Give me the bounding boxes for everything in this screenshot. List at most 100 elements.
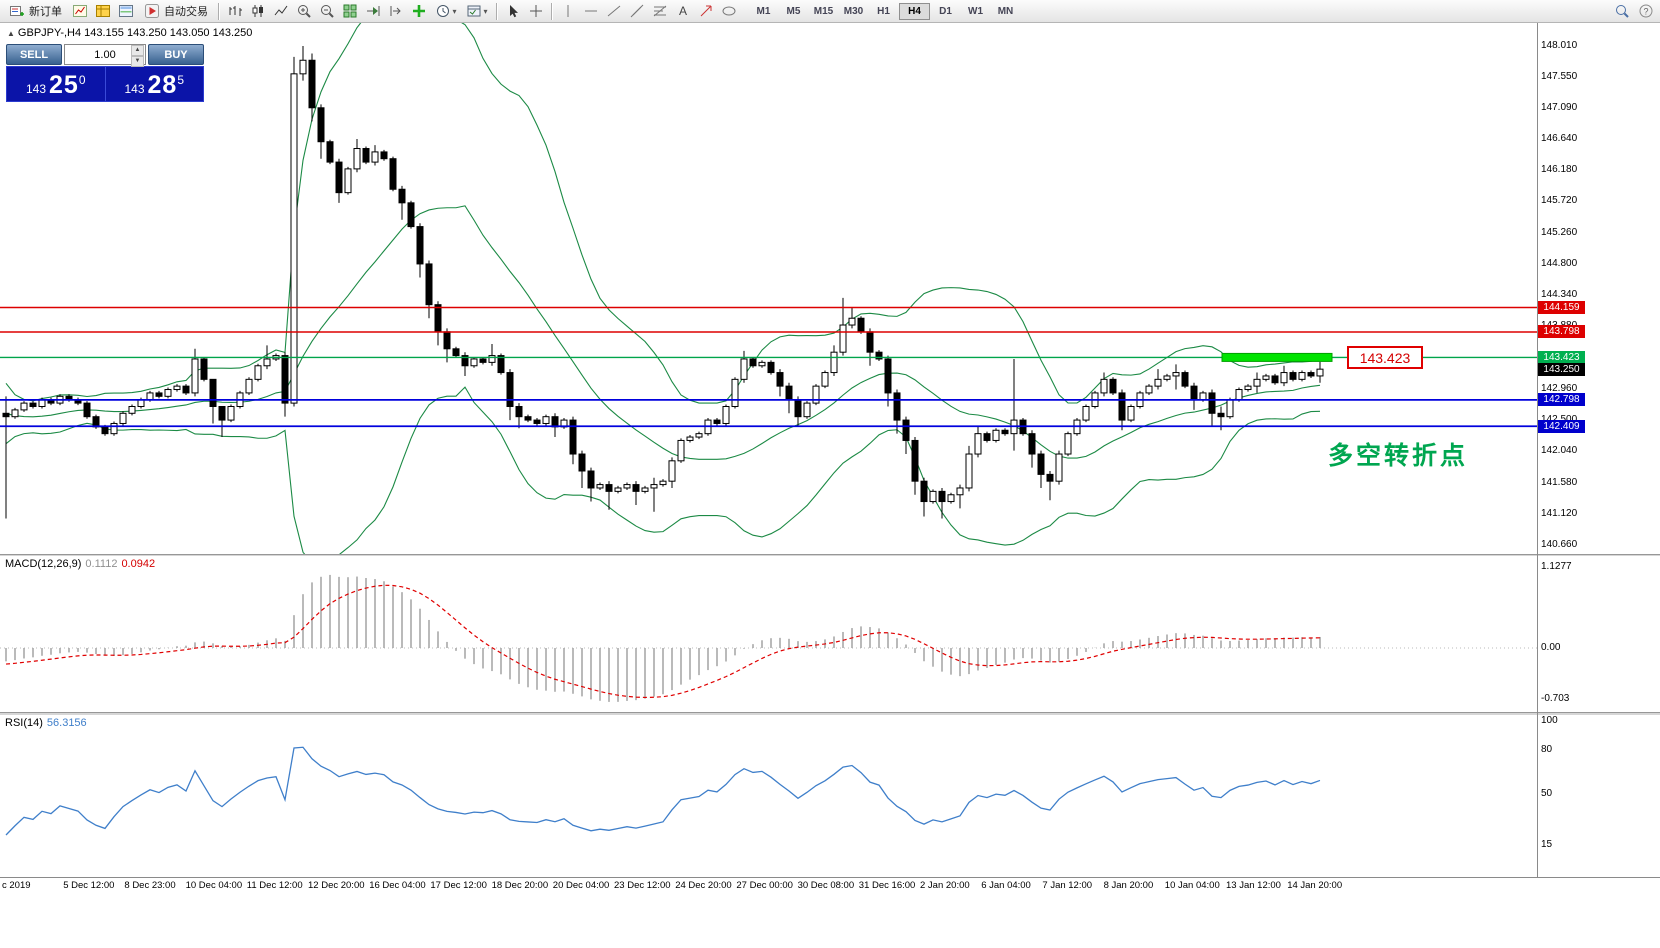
candle-body	[245, 378, 253, 394]
help-button[interactable]: ?	[1635, 1, 1657, 21]
periods-button[interactable]: ▾	[431, 1, 461, 21]
candle-body	[1262, 375, 1270, 380]
candle-body	[992, 429, 1000, 441]
sell-button[interactable]: SELL	[6, 44, 62, 65]
candle-body	[758, 361, 766, 367]
timeframe-m5[interactable]: M5	[786, 5, 801, 17]
candle-body	[506, 372, 514, 408]
auto-scroll-button[interactable]	[362, 1, 384, 21]
shapes-tool[interactable]	[718, 1, 740, 21]
arrows-tool[interactable]	[695, 1, 717, 21]
templates-button[interactable]: ▾	[462, 1, 492, 21]
panel-separator[interactable]	[0, 712, 1660, 715]
chart-window-button[interactable]	[69, 1, 91, 21]
rsi-axis-label: 50	[1541, 787, 1553, 799]
sell-price[interactable]: 143 25 0	[7, 67, 106, 101]
panel-separator[interactable]	[0, 554, 1660, 556]
candle-body	[308, 59, 316, 109]
volume-down-button[interactable]: ▼	[131, 56, 144, 67]
candle-body	[785, 385, 793, 401]
cursor-icon	[510, 5, 518, 18]
price-axis-label: 145.720	[1541, 195, 1578, 207]
candle-body	[443, 331, 451, 350]
price-annotation-box[interactable]: 143.423	[1347, 346, 1423, 370]
text-tool[interactable]: A	[672, 1, 694, 21]
volume-value: 1.00	[94, 48, 116, 61]
horizontal-line-tool[interactable]	[580, 1, 602, 21]
turning-point-label: 多空转折点	[1328, 442, 1469, 470]
terminal-button[interactable]	[115, 1, 137, 21]
candle-body	[578, 453, 586, 472]
candle-body	[173, 385, 181, 391]
channel-tool[interactable]	[626, 1, 648, 21]
candle-body	[317, 107, 325, 143]
candle-body	[497, 355, 505, 374]
candlestick-chart-button[interactable]	[247, 1, 269, 21]
candle-body	[2, 412, 10, 418]
rsi-axis-label: 100	[1541, 715, 1558, 726]
vertical-line-tool[interactable]	[557, 1, 579, 21]
date-axis-label: 8 Jan 20:00	[1103, 880, 1154, 891]
candle-body	[263, 358, 271, 367]
new-order-button[interactable]: 新订单	[3, 1, 68, 21]
auto-trading-button[interactable]: 自动交易	[138, 1, 214, 21]
text-icon: A	[679, 4, 687, 18]
candle-body	[614, 487, 622, 492]
candle-body	[1217, 412, 1225, 418]
candle-body	[128, 406, 136, 414]
cursor-button[interactable]	[502, 1, 524, 21]
market-watch-button[interactable]	[92, 1, 114, 21]
tile-windows-icon	[343, 4, 357, 18]
macd-panel[interactable]	[0, 556, 1537, 712]
main-chart[interactable]	[0, 23, 1537, 554]
candle-body	[902, 419, 910, 441]
candle-body	[1154, 378, 1162, 387]
zoom-in-button[interactable]	[293, 1, 315, 21]
date-axis-label: 27 Dec 00:00	[736, 880, 793, 891]
timeframe-m1[interactable]: M1	[756, 5, 771, 17]
search-icon	[1616, 5, 1629, 18]
candle-body	[1289, 372, 1297, 380]
indicators-plus-icon	[413, 5, 425, 17]
auto-scroll-icon	[367, 6, 380, 16]
crosshair-button[interactable]	[525, 1, 547, 21]
buy-button[interactable]: BUY	[148, 44, 204, 65]
timeframe-m30[interactable]: M30	[843, 5, 864, 17]
templates-caret-icon: ▾	[483, 6, 488, 16]
new-order-label: 新订单	[29, 6, 62, 18]
line-chart-button[interactable]	[270, 1, 292, 21]
candle-body	[731, 378, 739, 408]
candle-body	[398, 188, 406, 204]
candle-body	[641, 487, 649, 492]
chart-shift-button[interactable]	[385, 1, 407, 21]
date-axis-label: 10 Dec 04:00	[185, 880, 243, 891]
timeframe-h1[interactable]: H1	[877, 5, 890, 17]
candle-body	[911, 439, 919, 482]
timeframe-h4[interactable]: H4	[899, 2, 930, 20]
zoom-out-button[interactable]	[316, 1, 338, 21]
candle-body	[695, 433, 703, 438]
fibonacci-tool[interactable]	[649, 1, 671, 21]
timeframe-d1[interactable]: D1	[939, 5, 952, 17]
candle-body	[1163, 375, 1171, 380]
bar-chart-button[interactable]	[224, 1, 246, 21]
green-highlight-zone[interactable]	[1221, 352, 1333, 362]
volume-input[interactable]: 1.00 ▲ ▼	[64, 44, 146, 67]
candle-body	[1109, 378, 1117, 394]
timeframe-mn[interactable]: MN	[997, 5, 1014, 17]
candlestick-chart-icon	[252, 5, 263, 17]
date-axis-label: 8 Dec 23:00	[124, 880, 176, 891]
rsi-panel[interactable]	[0, 715, 1537, 877]
buy-price[interactable]: 143 28 5	[124, 71, 185, 99]
candle-body	[668, 460, 676, 482]
timeframe-m15[interactable]: M15	[813, 5, 834, 17]
macd-axis-label: -0.703	[1541, 692, 1570, 704]
timeframe-w1[interactable]: W1	[968, 5, 983, 17]
search-button[interactable]	[1611, 1, 1633, 21]
volume-up-button[interactable]: ▲	[131, 45, 144, 56]
indicators-button[interactable]	[408, 1, 430, 21]
trendline-tool[interactable]	[603, 1, 625, 21]
candle-body	[947, 494, 955, 503]
tile-windows-button[interactable]	[339, 1, 361, 21]
